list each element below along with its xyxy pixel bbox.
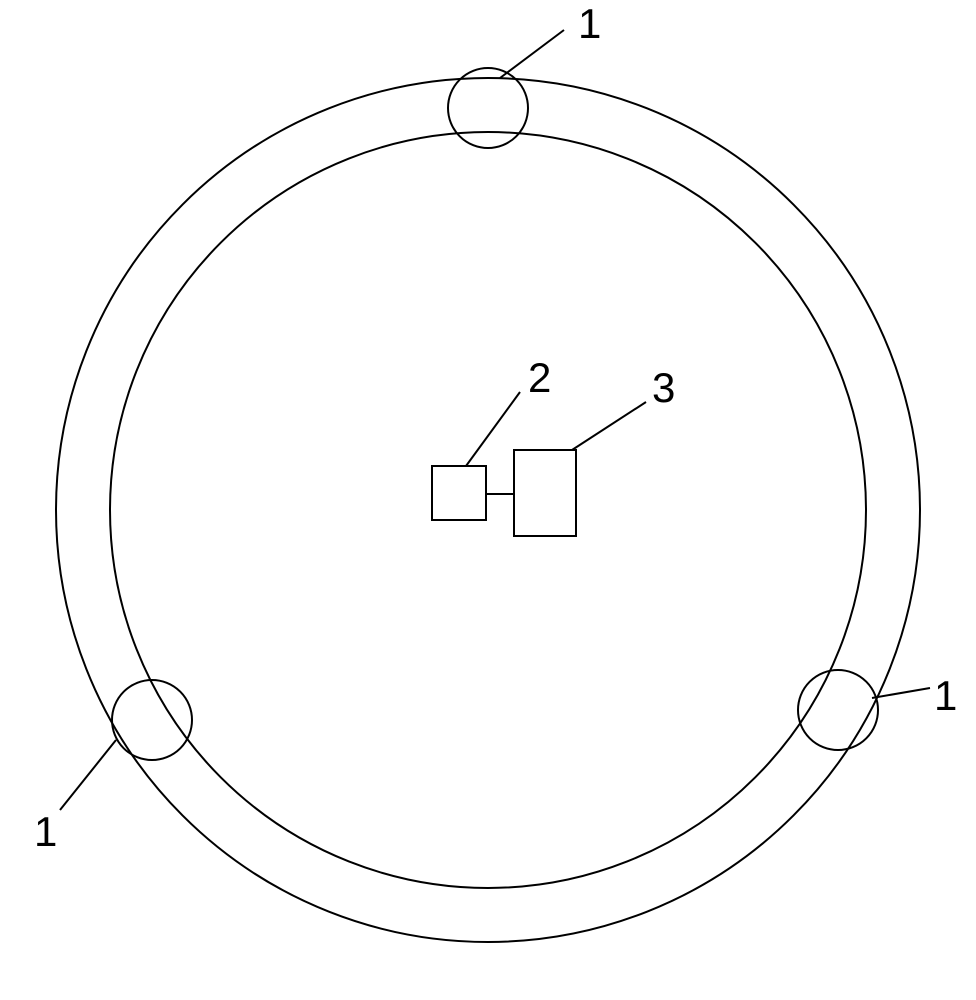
small-circle-bottom-right [798,670,878,750]
leader-line-rectangle [572,402,646,450]
center-rectangle [514,450,576,536]
schematic-diagram: 1 1 1 2 3 [0,0,976,1000]
leader-line-bottom-left [60,740,116,810]
leader-line-top [500,30,564,78]
small-circle-bottom-left [112,680,192,760]
small-circle-top [448,68,528,148]
diagram-svg [0,0,976,1000]
label-2: 2 [528,354,551,402]
leader-line-square [466,392,520,466]
label-1-bottom-left: 1 [34,808,57,856]
inner-ring [110,132,866,888]
label-3: 3 [652,364,675,412]
label-1-top: 1 [578,0,601,48]
center-square [432,466,486,520]
outer-ring [56,78,920,942]
label-1-bottom-right: 1 [934,672,957,720]
